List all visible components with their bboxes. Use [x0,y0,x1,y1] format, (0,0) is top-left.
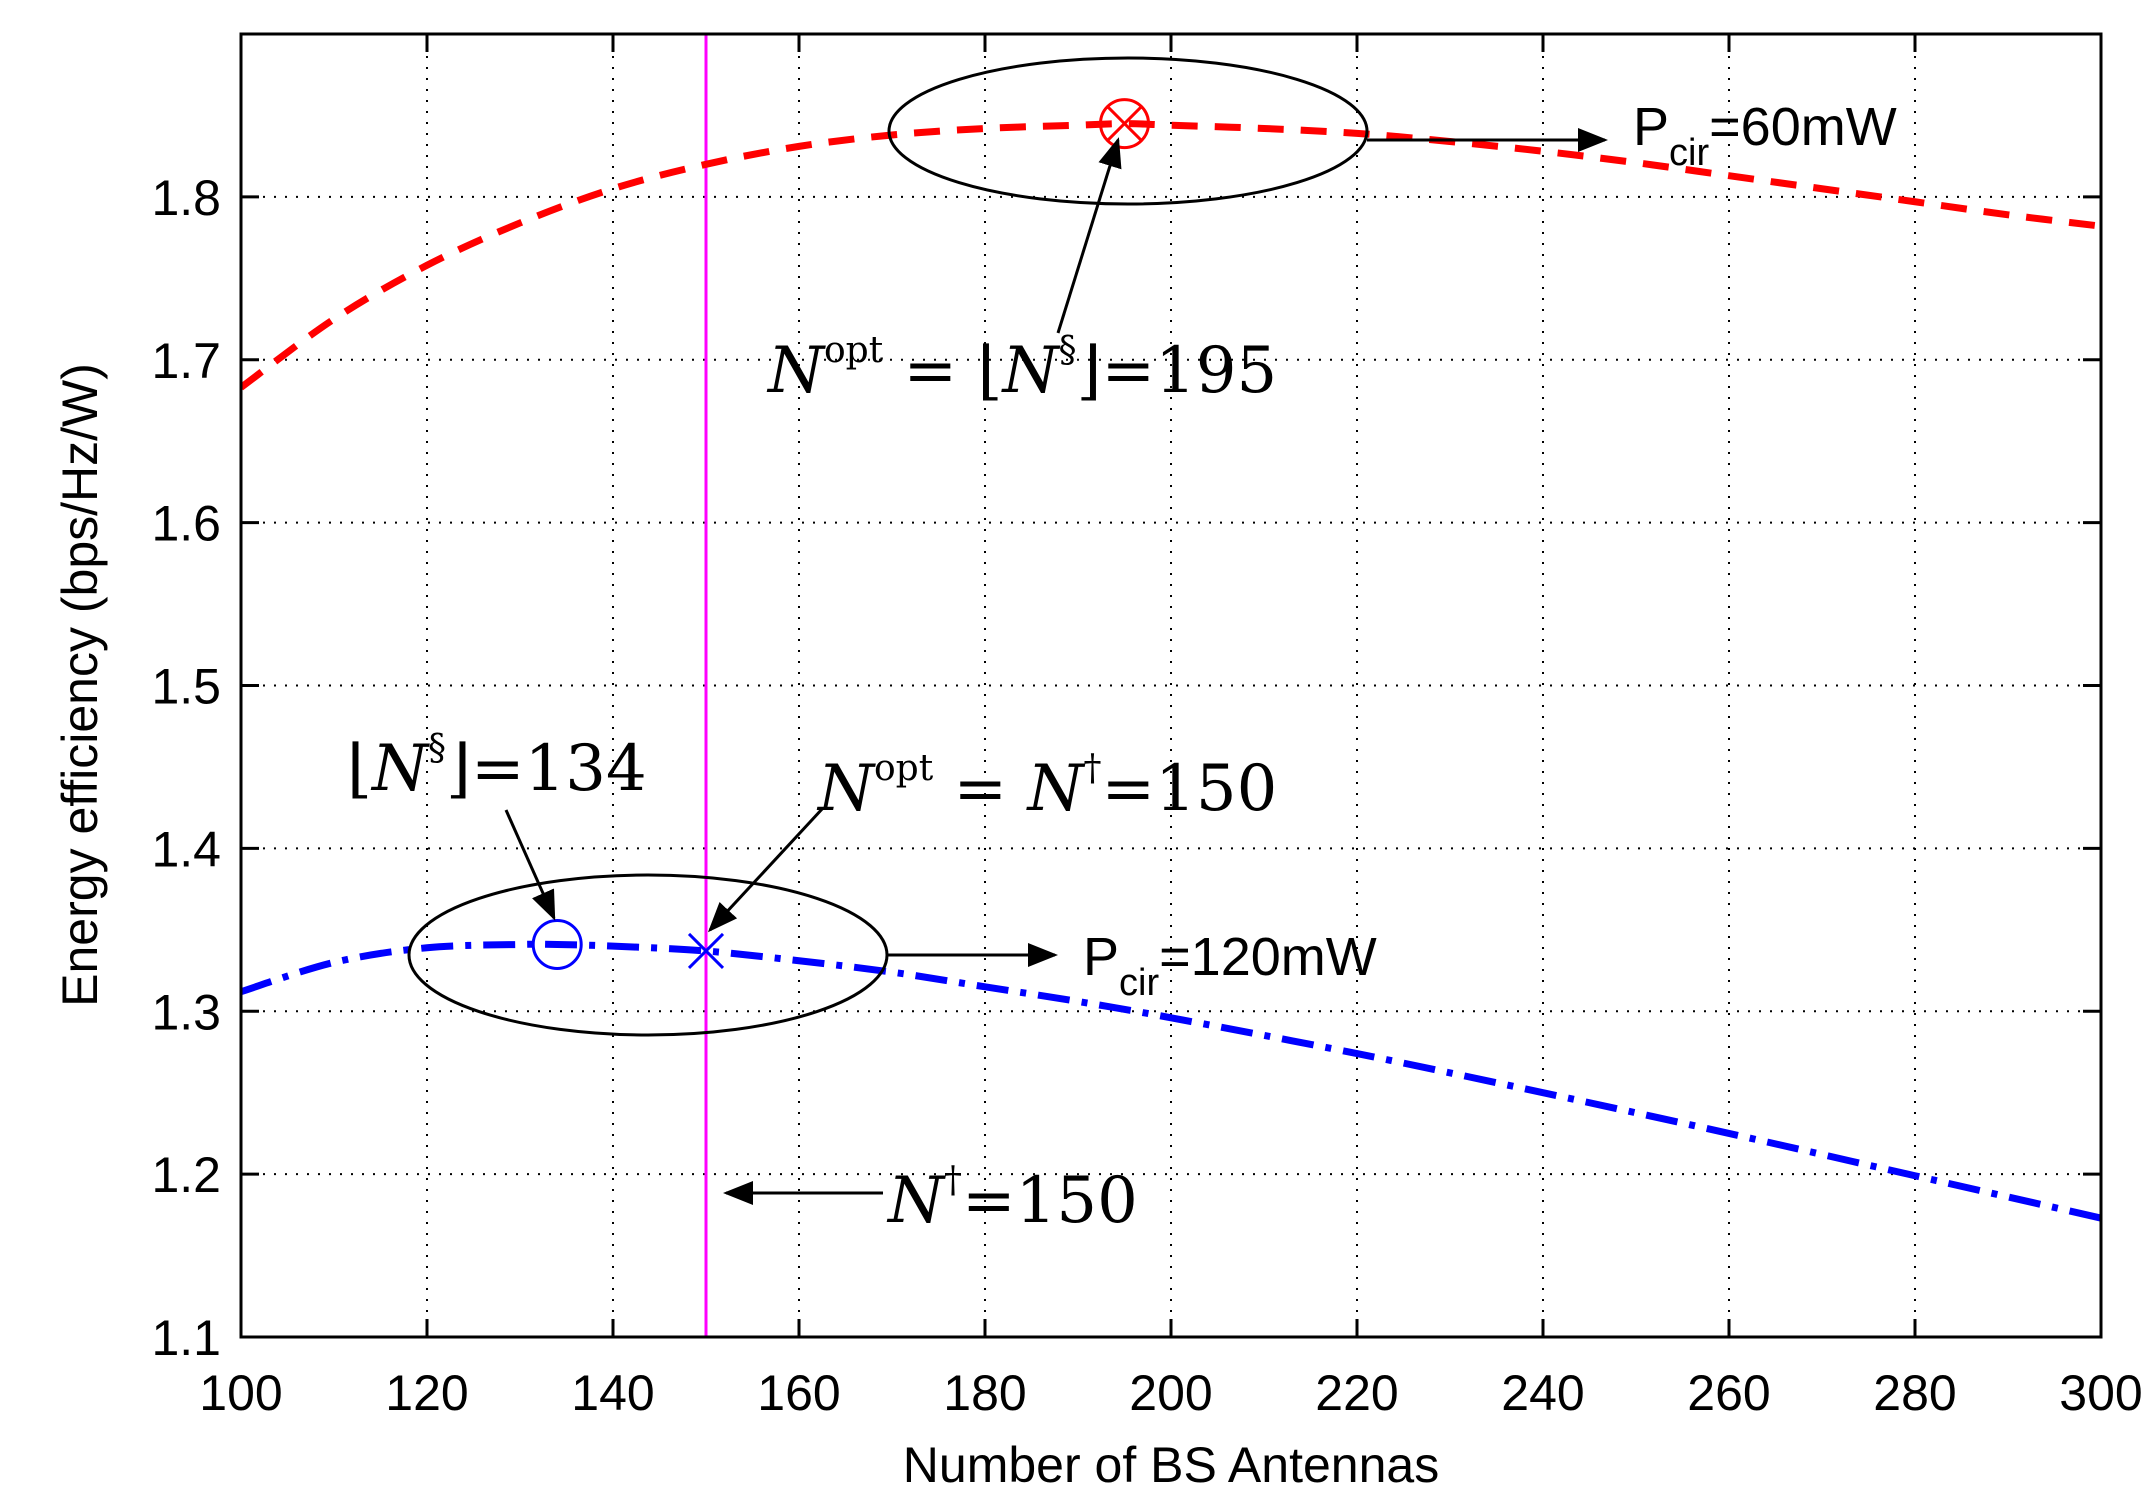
plot-background [241,34,2101,1337]
label-floor-134: ⌊N§⌋=134 [347,728,647,806]
label-pcir-60: Pcir=60mW [1633,97,1897,174]
markers-layer [531,98,1150,970]
y-tick-label: 1.1 [151,1310,221,1366]
y-tick-label: 1.3 [151,984,221,1040]
y-tick-label: 1.7 [151,333,221,389]
label-nopt-150: Nopt = N†=150 [816,748,1277,826]
x-tick-label: 260 [1687,1365,1770,1421]
arrow-nopt-150 [707,806,825,933]
x-tick-label: 300 [2059,1365,2142,1421]
marker-floor-120mW-circle [531,918,583,970]
y-axis-label: Energy efficiency (bps/Hz/W) [52,363,108,1007]
x-tick-label: 180 [943,1365,1026,1421]
grid [241,34,2101,1337]
series-layer [241,34,2101,1337]
label-nopt-195: Nopt = ⌊N§⌋=195 [766,330,1277,408]
x-tick-label: 240 [1501,1365,1584,1421]
series-line-p-cir-120mw [241,940,2101,1222]
y-tick-label: 1.6 [151,496,221,552]
y-tick-label: 1.5 [151,659,221,715]
label-pcir-120: Pcir=120mW [1083,927,1377,1004]
marker-opt-60mW-circle [1099,98,1150,150]
ellipse-60mw [887,56,1369,206]
y-tick-label: 1.8 [151,170,221,226]
series-line-p-cir-60mw [241,120,2101,391]
y-tick-label: 1.2 [151,1147,221,1203]
x-tick-label: 120 [385,1365,468,1421]
ticks: 100 120 140 160 180 200 220 240 260 280 300 1.1 1.2 1… [151,34,2143,1421]
x-tick-label: 220 [1315,1365,1398,1421]
x-axis-label: Number of BS Antennas [903,1437,1439,1493]
x-tick-label: 100 [199,1365,282,1421]
x-tick-label: 280 [1873,1365,1956,1421]
marker-opt-120mW-x2 [687,932,725,970]
y-tick-label: 1.4 [151,821,221,877]
x-tick-label: 140 [571,1365,654,1421]
x-tick-label: 200 [1129,1365,1212,1421]
marker-opt-60mW-x2 [1106,105,1143,142]
arrow-floor-134 [504,809,556,921]
label-ndag-150: N†=150 [886,1160,1138,1238]
plot-frame [239,32,2103,1339]
x-tick-label: 160 [757,1365,840,1421]
arrow-nopt-195 [1056,137,1122,334]
